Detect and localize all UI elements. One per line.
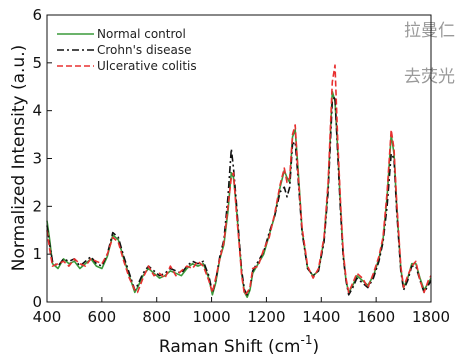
background-text-2: 去荧光 [404,67,455,87]
y-tick-label-4: 4 [32,102,42,120]
legend-label-0: Normal control [97,27,186,41]
y-tick-label-5: 5 [32,54,42,72]
x-tick-label-0: 400 [33,308,62,326]
y-tick-label-6: 6 [32,6,42,24]
x-tick-label-5: 1400 [302,308,340,326]
x-tick-label-7: 1800 [412,308,450,326]
y-tick-label-0: 0 [32,293,42,311]
x-tick-label-3: 1000 [192,308,230,326]
y-tick-label-3: 3 [32,150,42,168]
legend: Normal control Crohn's disease Ulcerative … [57,27,197,73]
y-tick-label-2: 2 [32,197,42,215]
legend-label-1: Crohn's disease [97,43,192,57]
y-axis-title: Normalized Intensity (a.u.) [9,45,29,271]
plot-area [46,64,432,298]
x-axis-title: Raman Shift (cm-1) [159,333,319,357]
series-line-2 [46,64,432,296]
x-tick-label-4: 1200 [247,308,285,326]
y-tick-label-1: 1 [32,245,42,263]
series-line-1 [46,95,432,296]
series-line-0 [46,90,432,298]
x-tick-label-6: 1600 [357,308,395,326]
x-axis-title-superscript: -1 [301,333,313,347]
x-tick-label-1: 600 [88,308,117,326]
x-axis-title-suffix: ) [312,337,319,357]
x-tick-label-2: 800 [142,308,171,326]
legend-label-2: Ulcerative colitis [97,59,197,73]
axis-ticks: 400 600 800 1000 1200 1400 1600 1800 0 1 2 3 4 5 6 [32,6,450,326]
background-text-1: 拉曼仁 [404,21,455,41]
x-axis-title-main: Raman Shift (cm [159,337,301,357]
